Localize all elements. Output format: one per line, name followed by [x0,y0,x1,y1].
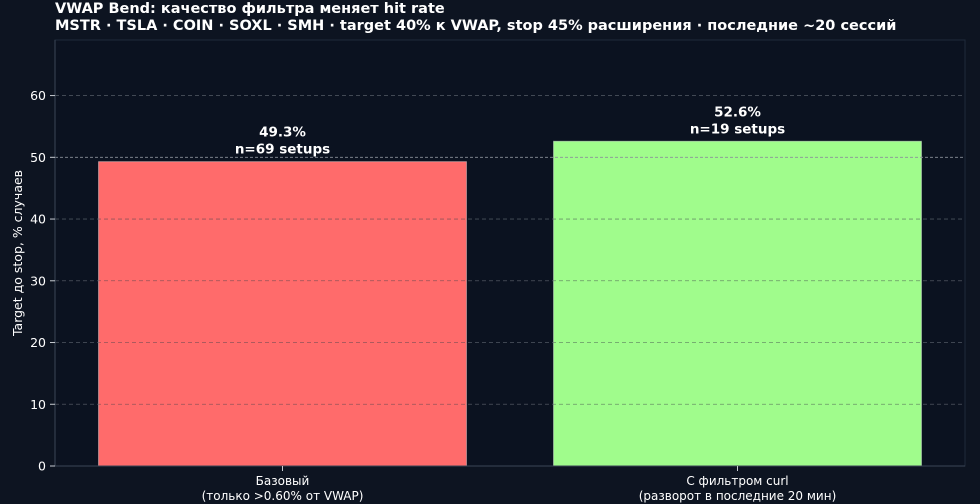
bar [553,140,922,467]
y-tick-label: 0 [38,459,46,474]
x-tick-label: (разворот в последние 20 мин) [639,489,837,503]
bar-value-label: n=19 setups [690,121,785,137]
y-tick-label: 10 [30,397,46,412]
x-tick-label: (только >0.60% от VWAP) [202,489,364,503]
chart-subtitle-line: MSTR · TSLA · COIN · SOXL · SMH · target… [55,18,897,34]
x-tick-label: Базовый [256,474,310,488]
bar-value-label: 52.6% [714,104,761,120]
bar-value-label: n=69 setups [235,142,330,158]
chart-title: VWAP Bend: качество фильтра меняет hit r… [55,1,896,35]
y-tick-label: 40 [30,212,46,227]
y-tick-label: 50 [30,150,46,165]
x-tick-label: С фильтром curl [686,474,788,488]
y-tick-label: 30 [30,273,46,288]
bar-value-label: 49.3% [259,125,306,141]
y-tick-label: 60 [30,88,46,103]
chart-title-line: VWAP Bend: качество фильтра меняет hit r… [55,1,445,17]
bar [98,161,467,467]
y-tick-label: 20 [30,335,46,350]
y-axis-label: Target до stop, % случаев [10,170,25,337]
